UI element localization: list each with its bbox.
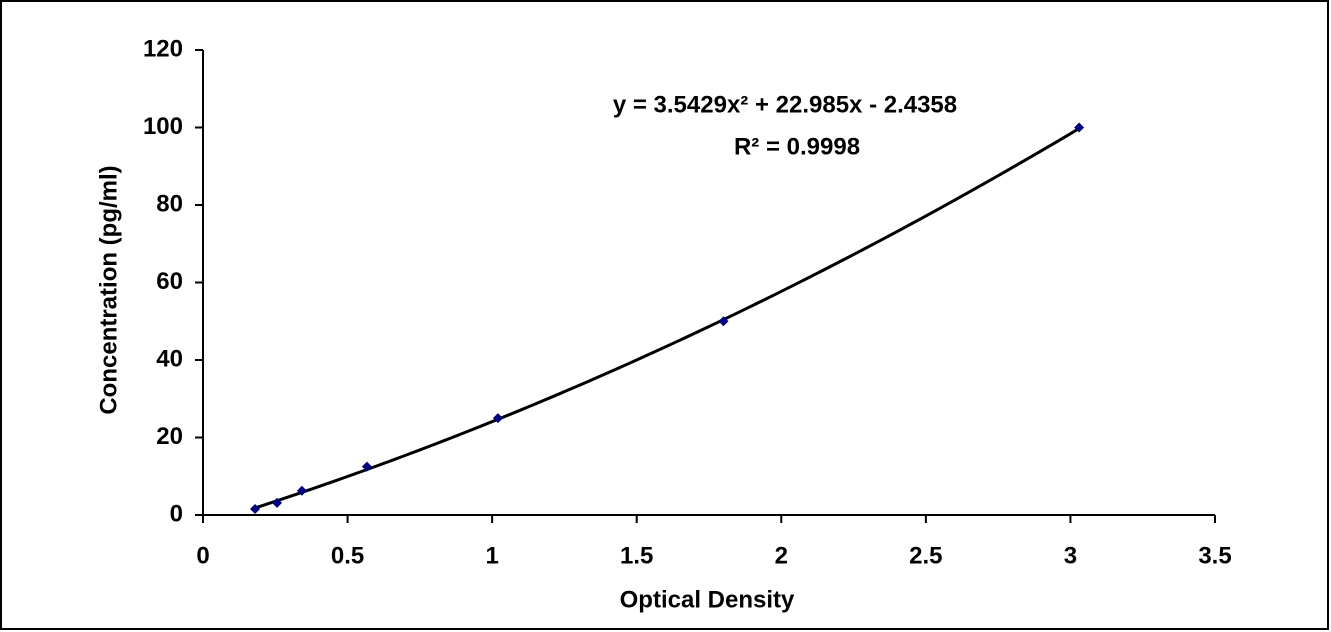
trendline bbox=[254, 127, 1080, 510]
y-tick-label: 80 bbox=[156, 190, 183, 217]
data-point bbox=[492, 413, 503, 424]
y-tick-label: 20 bbox=[156, 423, 183, 450]
data-point bbox=[718, 316, 729, 327]
data-point bbox=[1074, 122, 1085, 133]
y-tick-label: 120 bbox=[143, 35, 183, 62]
x-tick-label: 2 bbox=[775, 542, 788, 569]
x-tick-label: 0.5 bbox=[331, 542, 364, 569]
y-axis-label: Concentration (pg/ml) bbox=[95, 165, 122, 414]
trendline-equation: y = 3.5429x² + 22.985x - 2.4358 bbox=[613, 91, 957, 118]
x-axis-label: Optical Density bbox=[620, 586, 795, 613]
x-tick-label: 3.5 bbox=[1198, 542, 1231, 569]
x-tick-label: 0 bbox=[196, 542, 209, 569]
y-tick-label: 60 bbox=[156, 268, 183, 295]
y-tick-label: 40 bbox=[156, 345, 183, 372]
data-point bbox=[361, 461, 372, 472]
x-tick-label: 3 bbox=[1064, 542, 1077, 569]
y-tick-label: 0 bbox=[170, 500, 183, 527]
y-tick-label: 100 bbox=[143, 113, 183, 140]
data-point bbox=[296, 485, 307, 496]
x-tick-label: 1.5 bbox=[620, 542, 653, 569]
x-tick-label: 1 bbox=[485, 542, 498, 569]
trendline-r-squared: R² = 0.9998 bbox=[734, 133, 860, 160]
x-tick-label: 2.5 bbox=[909, 542, 942, 569]
data-point bbox=[250, 503, 261, 514]
data-point bbox=[272, 497, 283, 508]
